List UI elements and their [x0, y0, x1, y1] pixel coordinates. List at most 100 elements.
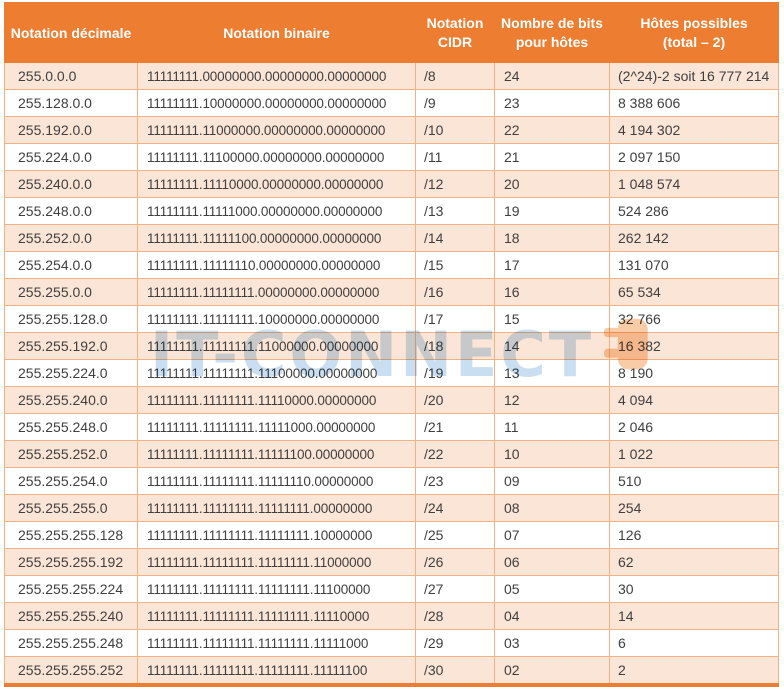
cell-decimal: 255.128.0.0 — [4, 89, 138, 117]
cell-decimal: 255.255.255.252 — [4, 656, 138, 686]
column-header-label: Notation binaire — [223, 24, 330, 41]
cell-hosts: 524 286 — [609, 197, 779, 225]
cell-hosts: 510 — [609, 467, 779, 495]
cell-decimal: 255.255.0.0 — [4, 278, 138, 306]
cell-hosts: 62 — [609, 548, 779, 576]
cell-hosts: 4 194 302 — [609, 116, 779, 144]
cell-binary: 11111111.00000000.00000000.00000000 — [137, 62, 416, 90]
cell-decimal: 255.192.0.0 — [4, 116, 138, 144]
header-row: Notation décimale Notation binaire Notatio… — [4, 2, 779, 63]
table-row: 255.254.0.0 11111111.11111110.00000000.00… — [4, 251, 779, 279]
table-row: 255.255.255.252 11111111.11111111.1111111… — [4, 656, 779, 686]
column-header-label: Notation décimale — [10, 24, 132, 41]
cell-binary: 11111111.11111111.11111111.11100000 — [137, 575, 416, 603]
cell-binary: 11111111.11100000.00000000.00000000 — [137, 143, 416, 171]
column-header-bits: Nombre de bits pour hôtes — [494, 2, 610, 63]
cell-cidr: /29 — [415, 629, 495, 657]
table-row: 255.255.248.0 11111111.11111111.11111000.… — [4, 413, 779, 441]
cell-cidr: /21 — [415, 413, 495, 441]
cell-bits: 13 — [494, 359, 610, 387]
cell-decimal: 255.255.255.128 — [4, 521, 138, 549]
table-row: 255.255.255.128 11111111.11111111.1111111… — [4, 521, 779, 549]
cell-hosts: 254 — [609, 494, 779, 522]
cell-binary: 11111111.10000000.00000000.00000000 — [137, 89, 416, 117]
cell-hosts: 4 094 — [609, 386, 779, 414]
cell-bits: 06 — [494, 548, 610, 576]
cell-decimal: 255.255.255.248 — [4, 629, 138, 657]
cell-cidr: /24 — [415, 494, 495, 522]
cell-binary: 11111111.11111111.10000000.00000000 — [137, 305, 416, 333]
cell-decimal: 255.255.252.0 — [4, 440, 138, 468]
cell-bits: 23 — [494, 89, 610, 117]
cell-decimal: 255.255.254.0 — [4, 467, 138, 495]
cell-hosts: 1 022 — [609, 440, 779, 468]
table-row: 255.255.255.240 11111111.11111111.1111111… — [4, 602, 779, 630]
cell-cidr: /10 — [415, 116, 495, 144]
cell-hosts: 1 048 574 — [609, 170, 779, 198]
cell-cidr: /12 — [415, 170, 495, 198]
cell-binary: 11111111.11111111.11100000.00000000 — [137, 359, 416, 387]
cell-bits: 16 — [494, 278, 610, 306]
cell-binary: 11111111.11111000.00000000.00000000 — [137, 197, 416, 225]
cell-cidr: /11 — [415, 143, 495, 171]
cell-hosts: 8 388 606 — [609, 89, 779, 117]
cell-binary: 11111111.11111111.11111111.00000000 — [137, 494, 416, 522]
cell-decimal: 255.255.255.0 — [4, 494, 138, 522]
cell-cidr: /19 — [415, 359, 495, 387]
cell-bits: 14 — [494, 332, 610, 360]
cell-hosts: 14 — [609, 602, 779, 630]
cell-cidr: /16 — [415, 278, 495, 306]
cell-bits: 04 — [494, 602, 610, 630]
cell-cidr: /25 — [415, 521, 495, 549]
table-row: 255.255.252.0 11111111.11111111.11111100.… — [4, 440, 779, 468]
column-header-binary: Notation binaire — [137, 2, 416, 63]
table-row: 255.255.224.0 11111111.11111111.11100000.… — [4, 359, 779, 387]
cell-cidr: /14 — [415, 224, 495, 252]
cell-hosts: 2 — [609, 656, 779, 686]
cell-bits: 18 — [494, 224, 610, 252]
cell-hosts: 2 097 150 — [609, 143, 779, 171]
cell-bits: 20 — [494, 170, 610, 198]
cell-binary: 11111111.11111111.11111100.00000000 — [137, 440, 416, 468]
table-body: 255.0.0.0 11111111.00000000.00000000.0000… — [4, 62, 779, 686]
cell-binary: 11111111.11111111.11111111.10000000 — [137, 521, 416, 549]
table-row: 255.255.240.0 11111111.11111111.11110000.… — [4, 386, 779, 414]
cell-decimal: 255.0.0.0 — [4, 62, 138, 90]
cell-bits: 02 — [494, 656, 610, 686]
column-header-label: pour hôtes — [515, 34, 589, 50]
cell-decimal: 255.255.255.224 — [4, 575, 138, 603]
column-header-hosts: Hôtes possibles (total – 2) — [609, 2, 779, 63]
table-row: 255.255.255.224 11111111.11111111.1111111… — [4, 575, 779, 603]
table-row: 255.192.0.0 11111111.11000000.00000000.00… — [4, 116, 779, 144]
cell-decimal: 255.240.0.0 — [4, 170, 138, 198]
cell-hosts: 16 382 — [609, 332, 779, 360]
cell-binary: 11111111.11111111.00000000.00000000 — [137, 278, 416, 306]
cell-binary: 11111111.11111111.11111111.11000000 — [137, 548, 416, 576]
cell-decimal: 255.254.0.0 — [4, 251, 138, 279]
subnet-mask-table: Notation décimale Notation binaire Notatio… — [4, 2, 779, 687]
cell-bits: 10 — [494, 440, 610, 468]
table-row: 255.255.255.0 11111111.11111111.11111111.… — [4, 494, 779, 522]
cell-hosts: 126 — [609, 521, 779, 549]
cell-decimal: 255.252.0.0 — [4, 224, 138, 252]
cell-bits: 21 — [494, 143, 610, 171]
table-row: 255.0.0.0 11111111.00000000.00000000.0000… — [4, 62, 779, 90]
cell-decimal: 255.255.128.0 — [4, 305, 138, 333]
cell-bits: 08 — [494, 494, 610, 522]
cell-bits: 24 — [494, 62, 610, 90]
cell-cidr: /28 — [415, 602, 495, 630]
cell-cidr: /30 — [415, 656, 495, 686]
table-row: 255.255.0.0 11111111.11111111.00000000.00… — [4, 278, 779, 306]
cell-cidr: /26 — [415, 548, 495, 576]
cell-hosts: 2 046 — [609, 413, 779, 441]
cell-bits: 07 — [494, 521, 610, 549]
cell-bits: 19 — [494, 197, 610, 225]
cell-decimal: 255.255.192.0 — [4, 332, 138, 360]
cell-bits: 11 — [494, 413, 610, 441]
cell-decimal: 255.255.224.0 — [4, 359, 138, 387]
table-row: 255.248.0.0 11111111.11111000.00000000.00… — [4, 197, 779, 225]
cell-bits: 22 — [494, 116, 610, 144]
cell-cidr: /13 — [415, 197, 495, 225]
cell-binary: 11111111.11111111.11111111.11111000 — [137, 629, 416, 657]
cell-binary: 11111111.11111110.00000000.00000000 — [137, 251, 416, 279]
